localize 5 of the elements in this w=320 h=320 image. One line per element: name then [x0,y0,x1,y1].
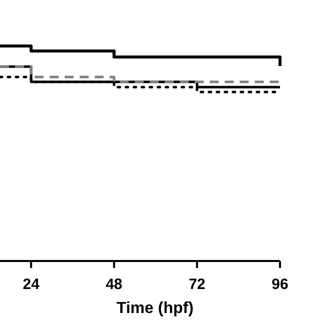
x-axis-title: Time (hpf) [116,300,194,317]
x-tick-label: 96 [272,276,288,293]
x-tick-label: 72 [188,276,206,293]
x-tick-label: 48 [106,276,122,293]
x-tick-label: 24 [22,276,40,293]
